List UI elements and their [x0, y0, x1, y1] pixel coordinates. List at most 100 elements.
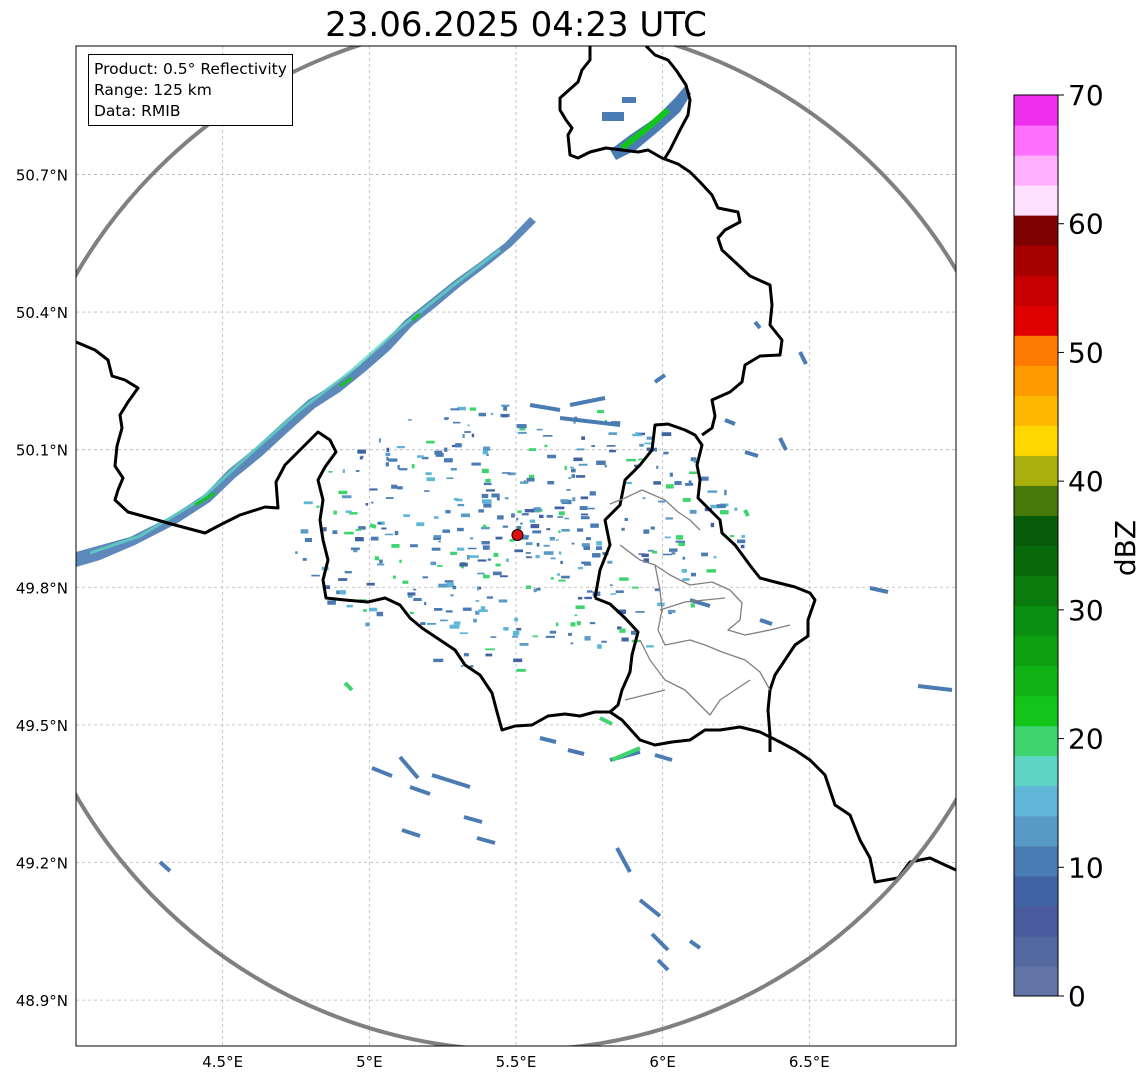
echo-speck: [499, 575, 508, 578]
colorbar-swatches: [1014, 95, 1058, 997]
echo-speck: [558, 530, 561, 534]
echo-speck: [402, 580, 409, 584]
echo-speck: [690, 457, 697, 462]
echo-speck: [464, 431, 471, 433]
echo-speck: [646, 645, 654, 648]
echo-band-green-cells: [194, 312, 421, 507]
echo-speck: [407, 595, 413, 598]
echo-speck: [413, 598, 422, 602]
border-belgium-france-west: [76, 340, 956, 884]
echo-speck: [720, 510, 729, 515]
colorbar-swatch: [1014, 305, 1058, 336]
echo-speck: [609, 584, 613, 586]
colorbar-swatch: [1014, 875, 1058, 907]
echo-speck: [609, 449, 616, 453]
echo-speck: [516, 627, 522, 631]
echo-speck: [490, 412, 494, 416]
colorbar-swatch: [1014, 455, 1058, 486]
echo-speck: [431, 547, 441, 551]
country-borders: [76, 46, 956, 884]
colorbar-swatch: [1014, 185, 1058, 216]
echo-speck: [652, 550, 658, 554]
echo-speck: [669, 472, 673, 477]
echo-speck: [710, 522, 715, 528]
echo-speck: [547, 454, 557, 459]
echo-speck: [345, 510, 352, 513]
echo-speck: [511, 513, 515, 518]
echo-speck: [519, 643, 529, 646]
echo-speck: [634, 464, 640, 468]
echo-speck: [578, 566, 583, 570]
echo-speck: [662, 553, 672, 556]
echo-speck: [422, 576, 428, 579]
echo-speck: [353, 547, 358, 553]
echo-speck: [581, 543, 590, 547]
echo-speck: [564, 517, 569, 520]
echo-speck: [585, 537, 591, 541]
echo-speck: [490, 636, 497, 638]
echo-speck: [478, 586, 482, 590]
echo-speck: [462, 607, 472, 611]
y-tick-label: 49.8°N: [16, 579, 68, 597]
echo-speck: [619, 577, 629, 581]
echo-speck: [446, 582, 455, 588]
echo-speck: [444, 417, 449, 420]
echo-speck: [561, 575, 570, 579]
echo-speck: [371, 501, 374, 504]
colorbar-tick-label: 0: [1068, 980, 1086, 1013]
echo-speck: [411, 464, 415, 469]
echo-speck: [424, 601, 427, 606]
echo-speck: [682, 497, 691, 502]
echo-speck: [438, 540, 441, 543]
echo-speck: [478, 609, 488, 613]
echo-speck: [606, 445, 616, 447]
echo-speck: [344, 571, 352, 574]
echo-speck: [550, 557, 556, 560]
echo-speck: [584, 596, 592, 600]
echo-speck: [528, 448, 537, 451]
echo-speck: [434, 450, 443, 455]
echo-speck: [519, 535, 529, 540]
echo-speck: [635, 432, 639, 435]
echo-speck: [478, 412, 486, 417]
echo-speck: [560, 560, 563, 564]
echo-speck: [407, 592, 416, 596]
echo-speck: [685, 483, 694, 486]
echo-speck: [536, 428, 543, 431]
echo-speck: [450, 551, 458, 555]
echo-speck: [621, 527, 625, 531]
echo-speck: [453, 498, 458, 501]
echo-speck: [658, 500, 666, 503]
echo-speck: [690, 603, 695, 608]
echo-speck: [516, 668, 526, 672]
echo-speck: [333, 510, 337, 515]
echo-speck: [530, 524, 540, 529]
echo-speck: [377, 522, 382, 525]
echo-speck: [581, 561, 591, 565]
echo-speck: [549, 536, 555, 541]
echo-speck: [365, 622, 370, 627]
echo-speck: [689, 509, 697, 514]
echo-speck: [517, 431, 527, 434]
echo-speck: [682, 556, 686, 560]
echo-speck: [443, 458, 453, 463]
colorbar-swatch: [1014, 125, 1058, 156]
echo-speck: [413, 588, 417, 591]
y-tick-label: 50.4°N: [16, 304, 68, 322]
echo-speck: [583, 546, 591, 551]
echo-speck: [596, 541, 602, 546]
echo-speck: [463, 653, 469, 657]
echo-speck: [631, 586, 639, 589]
echo-speck: [532, 635, 538, 638]
echo-speck: [370, 536, 379, 541]
echo-speck: [368, 607, 378, 612]
echo-speck: [630, 630, 636, 635]
echo-speck: [467, 424, 470, 427]
echo-speck: [663, 451, 669, 455]
echo-speck: [724, 493, 727, 496]
echo-speck: [341, 495, 352, 499]
colorbar-swatch: [1014, 155, 1058, 186]
echo-speck: [632, 433, 642, 437]
echo-speck: [385, 452, 391, 456]
echo-speck: [514, 617, 518, 622]
